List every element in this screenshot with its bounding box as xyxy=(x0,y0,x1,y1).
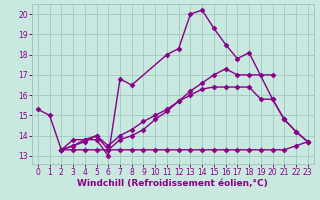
X-axis label: Windchill (Refroidissement éolien,°C): Windchill (Refroidissement éolien,°C) xyxy=(77,179,268,188)
